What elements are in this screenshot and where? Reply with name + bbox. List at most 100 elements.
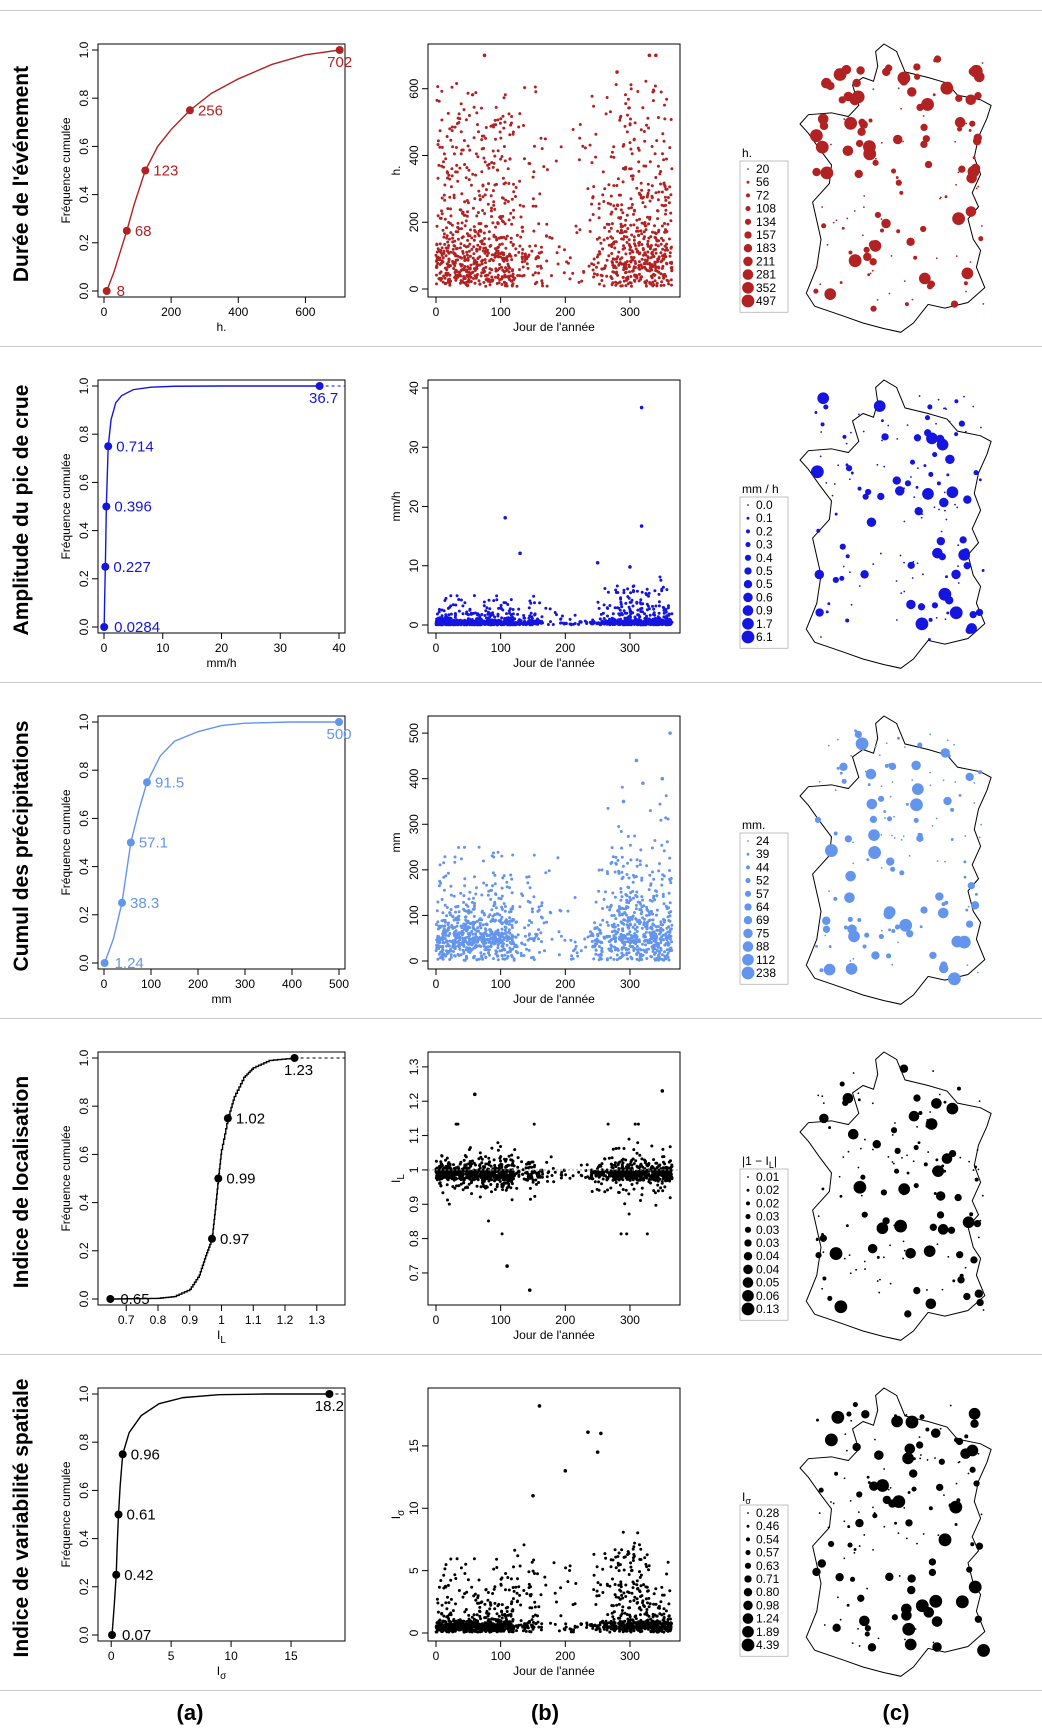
scatter-point <box>630 934 633 938</box>
scatter-point <box>607 254 611 258</box>
scatter-point <box>459 598 463 602</box>
scatter-point <box>458 166 462 170</box>
scatter-point <box>480 262 484 266</box>
scatter-point <box>519 951 523 955</box>
scatter-point <box>520 954 523 958</box>
map-station <box>954 140 957 143</box>
scatter-point <box>629 945 633 949</box>
legend-label: 6.1 <box>756 630 773 644</box>
scatter-point <box>545 222 549 226</box>
scatter-point <box>621 799 626 804</box>
map-station <box>853 210 856 212</box>
scatter-point <box>531 621 535 625</box>
scatter-point <box>663 918 667 922</box>
scatter-point <box>628 565 632 569</box>
scatter-point <box>623 124 627 128</box>
scatter-point <box>628 141 632 145</box>
scatter-point <box>592 185 596 189</box>
scatter-point <box>652 248 656 252</box>
scatter-point <box>645 950 648 954</box>
plot-frame <box>427 1051 681 1306</box>
scatter-point <box>597 928 601 932</box>
scatter-point <box>498 121 502 125</box>
scatter-point <box>619 597 623 601</box>
scatter-point <box>445 135 449 138</box>
scatter-point <box>654 604 658 608</box>
scatter-point <box>473 920 477 924</box>
scatter-point <box>614 266 618 270</box>
scatter-point <box>486 251 490 255</box>
scatter-point <box>632 947 636 951</box>
scatter-point <box>658 575 662 579</box>
map-station <box>904 302 909 307</box>
map-station <box>957 126 963 132</box>
map-station <box>826 81 835 91</box>
scatter-point <box>448 237 451 241</box>
scatter-point <box>646 182 650 186</box>
scatter-point <box>640 266 644 270</box>
scatter-point <box>622 942 626 946</box>
x-tick-label: 200 <box>555 1313 575 1327</box>
scatter-point <box>440 252 444 256</box>
map-station <box>911 298 914 301</box>
scatter-point <box>441 256 445 260</box>
x-tick-label: 10 <box>156 641 170 655</box>
scatter-point <box>473 938 477 942</box>
scatter-point <box>493 882 497 886</box>
scatter-point <box>629 591 633 595</box>
scatter-point <box>447 613 451 617</box>
scatter-point <box>619 898 623 902</box>
scatter-point <box>449 264 452 268</box>
scatter-point <box>646 269 650 273</box>
scatter-point <box>591 945 595 949</box>
scatter-point <box>617 871 621 875</box>
scatter-point <box>653 589 657 593</box>
map-station <box>965 908 969 912</box>
scatter-point <box>620 846 624 850</box>
map-station <box>922 488 934 500</box>
map-station <box>914 73 921 80</box>
scatter-point <box>620 237 624 241</box>
scatter-point <box>645 614 648 618</box>
scatter-point <box>623 911 627 914</box>
scatter-point <box>444 920 447 924</box>
scatter-point <box>635 218 639 222</box>
scatter-point <box>538 601 542 605</box>
cdf-marker <box>141 166 150 175</box>
scatter-point <box>518 203 522 207</box>
scatter-point <box>497 606 501 610</box>
scatter-point <box>461 948 465 952</box>
scatter-point <box>448 605 452 609</box>
scatter-point <box>657 255 661 259</box>
map-station <box>872 88 875 91</box>
map-station <box>910 798 923 812</box>
scatter-point <box>465 925 469 929</box>
scatter-point <box>651 617 655 621</box>
scatter-point <box>668 731 672 735</box>
scatter-point <box>652 611 656 615</box>
scatter-point <box>474 892 478 896</box>
scatter-point <box>579 949 583 953</box>
scatter-point <box>516 933 520 937</box>
scatter-point <box>435 258 439 262</box>
scatter-point <box>441 934 445 938</box>
scatter-point <box>479 274 483 278</box>
map-station <box>858 585 861 587</box>
scatter-point <box>505 259 509 262</box>
scatter-point <box>455 82 459 85</box>
scatter-point <box>502 902 506 906</box>
scatter-point <box>656 244 660 248</box>
scatter-point <box>653 1191 657 1195</box>
scatter-point <box>656 945 660 949</box>
map-station <box>900 838 903 841</box>
scatter-point <box>625 1232 629 1236</box>
y-tick-label: 0 <box>407 621 421 628</box>
scatter-point <box>633 121 637 125</box>
y-axis-label: Fréquence cumulée <box>59 789 73 895</box>
scatter-point <box>606 201 610 205</box>
scatter-point <box>659 920 663 924</box>
map-station <box>862 430 865 433</box>
cdf-marker-label: 500 <box>326 726 351 743</box>
scatter-point <box>450 174 454 178</box>
scatter-point <box>668 856 672 860</box>
